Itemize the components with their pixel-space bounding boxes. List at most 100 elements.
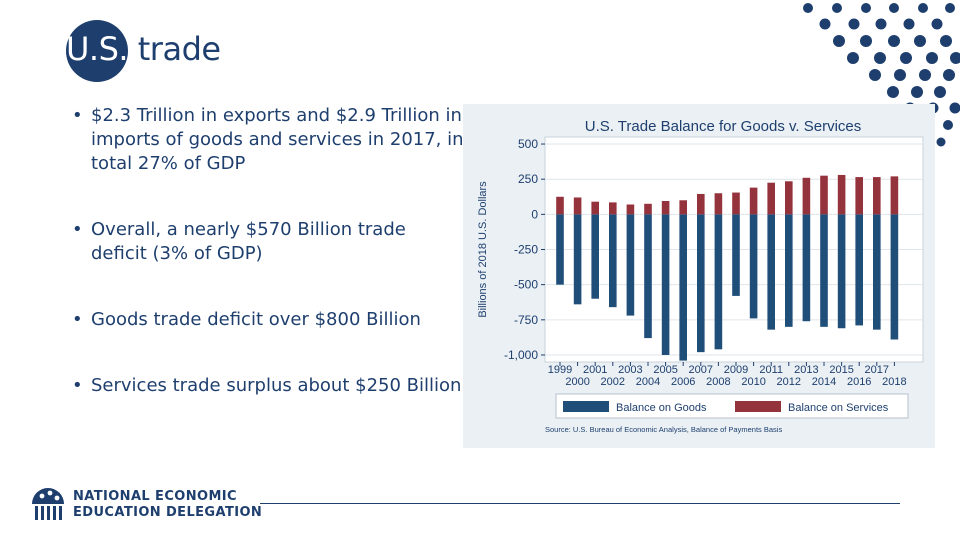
decorative-dot [940, 35, 952, 47]
bar-goods [802, 214, 811, 322]
decorative-dot [861, 3, 871, 13]
legend-swatch [735, 401, 781, 412]
bar-services [697, 193, 705, 215]
x-tick-label: 2010 [741, 376, 765, 388]
bar-goods [661, 214, 670, 355]
x-tick-label: 1999 [548, 364, 572, 376]
legend-label: Balance on Services [788, 402, 889, 414]
bar-goods [556, 214, 564, 285]
x-tick-label: 2007 [689, 364, 713, 376]
decorative-dot [945, 3, 955, 13]
bar-goods [890, 214, 899, 340]
y-tick-label: -1,000 [504, 348, 538, 362]
bar-services [661, 200, 670, 215]
y-tick-label: 0 [531, 207, 538, 221]
bar-goods [837, 214, 846, 329]
bar-goods [820, 214, 828, 327]
bullet-list: $2.3 Trillion in exports and $2.9 Trilli… [72, 104, 464, 398]
bar-goods [714, 214, 723, 350]
bar-goods [855, 214, 863, 326]
bar-goods [679, 214, 687, 361]
y-tick-label: -500 [514, 278, 538, 292]
decorative-dot [931, 18, 943, 30]
bar-goods [591, 214, 599, 299]
title-circle [66, 20, 128, 82]
bar-services [714, 193, 723, 215]
x-tick-label: 2018 [882, 376, 906, 388]
x-tick-label: 2015 [829, 364, 853, 376]
decorative-dot [833, 35, 845, 47]
bar-services [609, 202, 617, 215]
bar-goods [626, 214, 635, 316]
x-tick-label: 2014 [812, 376, 836, 388]
y-tick-label: 500 [518, 137, 538, 151]
y-tick-label: -250 [514, 243, 538, 257]
decorative-dot [936, 137, 946, 147]
bar-services [855, 177, 863, 215]
decorative-dot [919, 69, 931, 81]
legend-label: Balance on Goods [616, 402, 707, 414]
chart-svg: U.S. Trade Balance for Goods v. Services… [477, 118, 924, 434]
x-tick-label: 2011 [759, 364, 783, 376]
decorative-dot [848, 18, 860, 30]
decorative-dot [847, 52, 859, 64]
bar-goods [749, 214, 758, 319]
decorative-dot [950, 52, 960, 64]
slide-title: U.S. trade [66, 30, 221, 68]
decorative-dot [911, 86, 923, 98]
decorative-dot [926, 52, 938, 64]
x-tick-label: 2001 [583, 364, 607, 376]
bar-services [732, 192, 740, 215]
x-tick-label: 2017 [865, 364, 889, 376]
decorative-dot [819, 18, 831, 30]
decorative-dot [889, 3, 899, 13]
bar-goods [697, 214, 705, 353]
bar-goods [785, 214, 793, 327]
decorative-dot [887, 86, 899, 98]
bar-goods [573, 214, 582, 305]
decorative-dot [803, 3, 813, 13]
x-tick-label: 2012 [777, 376, 801, 388]
decorative-dot [888, 35, 900, 47]
legend-swatch [563, 401, 609, 412]
y-tick-label: -750 [514, 313, 538, 327]
x-tick-label: 2006 [671, 376, 695, 388]
decorative-dot [914, 35, 926, 47]
bullet-item: Services trade surplus about $250 Billio… [72, 374, 464, 398]
decorative-dot [918, 3, 928, 13]
bullet-item: Overall, a nearly $570 Billion trade def… [72, 218, 464, 266]
chart-legend: Balance on Goods Balance on Services [555, 393, 909, 419]
decorative-dot [903, 18, 915, 30]
chart-title: U.S. Trade Balance for Goods v. Services [585, 118, 862, 135]
x-tick-label: 2004 [636, 376, 660, 388]
bar-services [626, 204, 635, 215]
bullet-item: Goods trade deficit over $800 Billion [72, 308, 464, 332]
bar-services [573, 197, 582, 215]
logo-line-1: NATIONAL ECONOMIC [73, 489, 237, 504]
decorative-dot [860, 35, 872, 47]
bar-services [802, 177, 811, 215]
x-tick-label: 2005 [653, 364, 677, 376]
decorative-dot [875, 18, 887, 30]
decorative-dot [874, 52, 886, 64]
x-tick-label: 2003 [618, 364, 642, 376]
decorative-dot [943, 69, 955, 81]
logo-line-2: EDUCATION DELEGATION [73, 505, 263, 520]
bar-services [767, 182, 775, 215]
slide-title-rest: trade [128, 30, 221, 68]
footer-divider [260, 503, 900, 504]
x-tick-label: 2008 [706, 376, 730, 388]
bar-services [591, 201, 599, 215]
x-tick-label: 2002 [601, 376, 625, 388]
bar-services [644, 203, 652, 215]
bar-services [679, 200, 687, 215]
bar-goods [873, 214, 881, 330]
logo-icon [32, 488, 64, 520]
decorative-dot [894, 69, 906, 81]
y-tick-label: 250 [518, 172, 538, 186]
decorative-dot [869, 69, 881, 81]
bar-goods [644, 214, 652, 339]
decorative-dot [949, 102, 960, 114]
x-tick-label: 2000 [565, 376, 589, 388]
bullet-item: $2.3 Trillion in exports and $2.9 Trilli… [72, 104, 464, 176]
